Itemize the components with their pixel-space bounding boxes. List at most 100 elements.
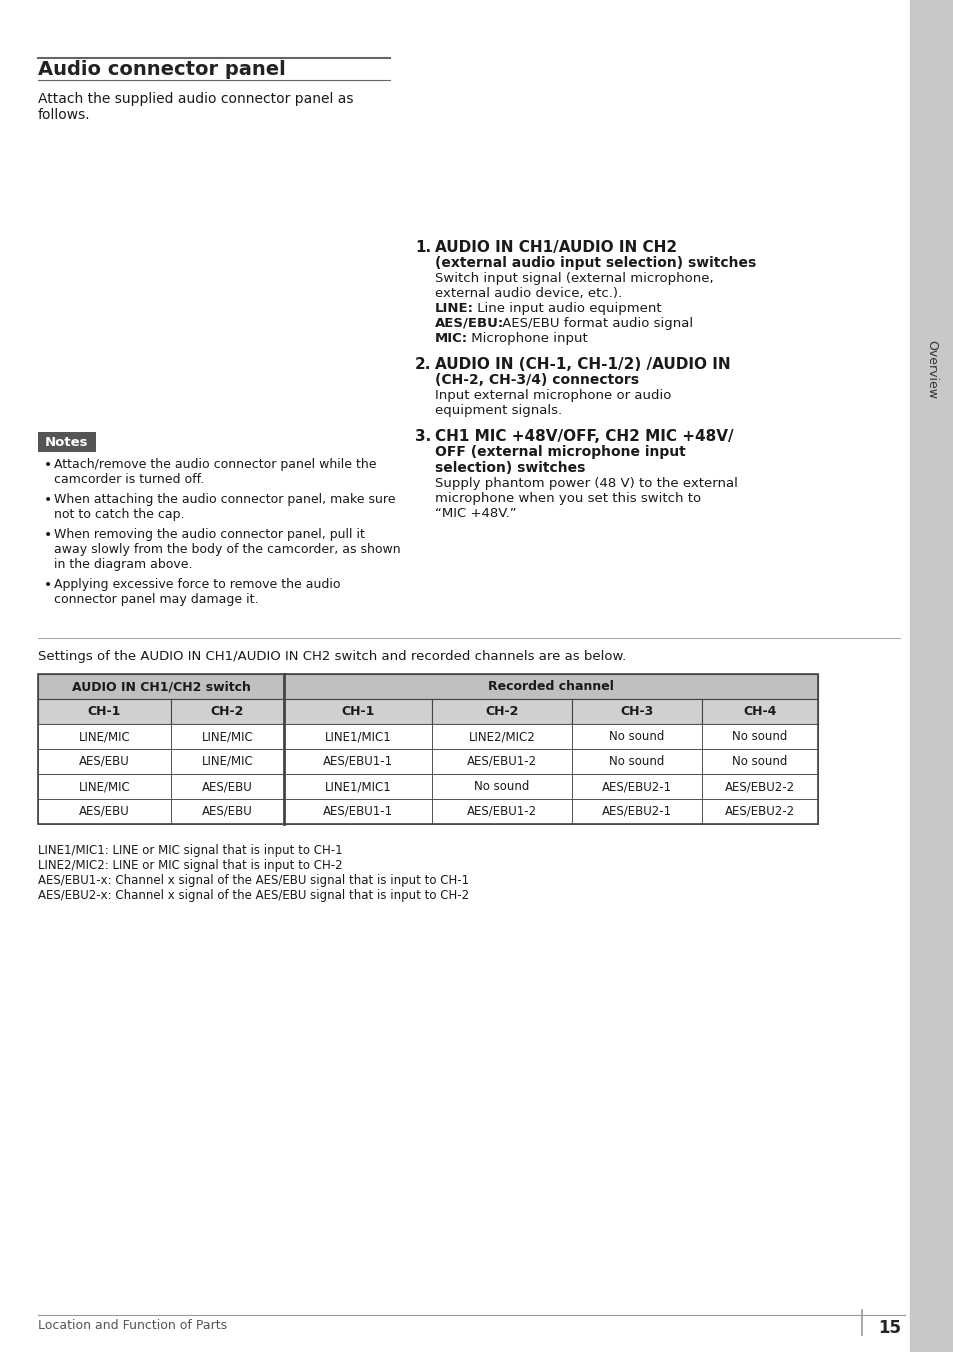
Text: CH-2: CH-2 [485,704,518,718]
Bar [38,725,171,749]
Bar [284,675,817,699]
Bar [171,799,284,823]
Text: No sound: No sound [474,780,529,794]
Text: AES/EBU2-2: AES/EBU2-2 [724,804,794,818]
Text: No sound: No sound [732,730,787,744]
Text: •: • [44,458,52,472]
Bar [284,749,432,773]
Bar [701,749,817,773]
Text: equipment signals.: equipment signals. [435,404,561,416]
Text: CH-1: CH-1 [88,704,121,718]
Bar [284,699,432,725]
Bar [701,699,817,725]
Bar [572,749,701,773]
Bar [432,699,572,725]
Text: AES/EBU1-2: AES/EBU1-2 [466,804,537,818]
Bar [572,773,701,799]
Text: LINE1/MIC1: LINE1/MIC1 [324,730,391,744]
Text: OFF (external microphone input: OFF (external microphone input [435,445,685,458]
Text: CH-4: CH-4 [742,704,776,718]
Text: LINE1/MIC1: LINE or MIC signal that is input to CH-1: LINE1/MIC1: LINE or MIC signal that is i… [38,844,342,857]
Text: AES/EBU2-2: AES/EBU2-2 [724,780,794,794]
Text: AUDIO IN CH1/AUDIO IN CH2: AUDIO IN CH1/AUDIO IN CH2 [435,241,677,256]
Text: AES/EBU: AES/EBU [202,804,253,818]
Text: 2.: 2. [415,357,431,372]
Text: Input external microphone or audio: Input external microphone or audio [435,389,671,402]
Bar [701,773,817,799]
Text: Overview: Overview [924,341,938,399]
Bar [284,725,432,749]
Text: No sound: No sound [732,754,787,768]
Text: selection) switches: selection) switches [435,461,585,475]
Text: LINE2/MIC2: LINE or MIC signal that is input to CH-2: LINE2/MIC2: LINE or MIC signal that is i… [38,859,342,872]
Text: Recorded channel: Recorded channel [488,680,614,694]
Text: AES/EBU2-1: AES/EBU2-1 [601,804,671,818]
Text: AES/EBU: AES/EBU [79,754,130,768]
Text: Notes: Notes [45,435,89,449]
Text: •: • [44,493,52,507]
Text: No sound: No sound [609,754,664,768]
Text: AES/EBU1-1: AES/EBU1-1 [323,754,393,768]
Text: AES/EBU2-1: AES/EBU2-1 [601,780,671,794]
Text: follows.: follows. [38,108,91,122]
Bar [171,773,284,799]
Bar [572,699,701,725]
Text: Applying excessive force to remove the audio: Applying excessive force to remove the a… [54,579,340,591]
Bar [171,725,284,749]
Text: LINE/MIC: LINE/MIC [78,780,131,794]
Text: LINE:: LINE: [435,301,474,315]
Text: Location and Function of Parts: Location and Function of Parts [38,1320,227,1332]
Text: AES/EBU: AES/EBU [79,804,130,818]
Text: connector panel may damage it.: connector panel may damage it. [54,594,258,606]
Text: CH-3: CH-3 [619,704,653,718]
Text: Attach the supplied audio connector panel as: Attach the supplied audio connector pane… [38,92,354,105]
Bar [38,433,96,452]
Text: AUDIO IN (CH-1, CH-1/2) /AUDIO IN: AUDIO IN (CH-1, CH-1/2) /AUDIO IN [435,357,730,372]
Text: Line input audio equipment: Line input audio equipment [473,301,661,315]
Text: Switch input signal (external microphone,: Switch input signal (external microphone… [435,272,713,285]
Bar [572,799,701,823]
Text: Supply phantom power (48 V) to the external: Supply phantom power (48 V) to the exter… [435,477,737,489]
Text: AES/EBU1-2: AES/EBU1-2 [466,754,537,768]
Text: AUDIO IN CH1/CH2 switch: AUDIO IN CH1/CH2 switch [71,680,251,694]
Text: LINE1/MIC1: LINE1/MIC1 [324,780,391,794]
Text: CH1 MIC +48V/OFF, CH2 MIC +48V/: CH1 MIC +48V/OFF, CH2 MIC +48V/ [435,429,733,443]
Text: away slowly from the body of the camcorder, as shown: away slowly from the body of the camcord… [54,544,400,556]
Text: (external audio input selection) switches: (external audio input selection) switche… [435,256,756,270]
Text: 3.: 3. [415,429,431,443]
Text: AES/EBU:: AES/EBU: [435,316,504,330]
Bar [38,675,284,699]
Text: external audio device, etc.).: external audio device, etc.). [435,287,621,300]
Text: (CH-2, CH-3/4) connectors: (CH-2, CH-3/4) connectors [435,373,639,387]
Text: LINE2/MIC2: LINE2/MIC2 [468,730,535,744]
Bar [572,725,701,749]
Bar [38,699,171,725]
Bar [432,725,572,749]
Text: Settings of the AUDIO IN CH1/AUDIO IN CH2 switch and recorded channels are as be: Settings of the AUDIO IN CH1/AUDIO IN CH… [38,650,625,662]
Bar [38,749,171,773]
Text: Audio connector panel: Audio connector panel [38,59,286,78]
Text: camcorder is turned off.: camcorder is turned off. [54,473,204,485]
Bar [38,675,817,823]
Text: AES/EBU format audio signal: AES/EBU format audio signal [497,316,693,330]
Text: not to catch the cap.: not to catch the cap. [54,508,184,521]
Text: AES/EBU2-x: Channel x signal of the AES/EBU signal that is input to CH-2: AES/EBU2-x: Channel x signal of the AES/… [38,890,469,902]
Text: •: • [44,579,52,592]
Text: •: • [44,529,52,542]
Text: LINE/MIC: LINE/MIC [201,730,253,744]
Text: microphone when you set this switch to: microphone when you set this switch to [435,492,700,506]
Text: AES/EBU1-x: Channel x signal of the AES/EBU signal that is input to CH-1: AES/EBU1-x: Channel x signal of the AES/… [38,873,469,887]
Text: “MIC +48V.”: “MIC +48V.” [435,507,517,521]
Bar [171,749,284,773]
Text: When attaching the audio connector panel, make sure: When attaching the audio connector panel… [54,493,395,506]
Bar [701,799,817,823]
Text: LINE/MIC: LINE/MIC [201,754,253,768]
Text: AES/EBU: AES/EBU [202,780,253,794]
Text: CH-2: CH-2 [211,704,244,718]
Text: AES/EBU1-1: AES/EBU1-1 [323,804,393,818]
Text: 1.: 1. [415,241,431,256]
Bar [432,773,572,799]
Text: MIC:: MIC: [435,333,468,345]
Bar [909,0,953,1352]
Text: When removing the audio connector panel, pull it: When removing the audio connector panel,… [54,529,364,541]
